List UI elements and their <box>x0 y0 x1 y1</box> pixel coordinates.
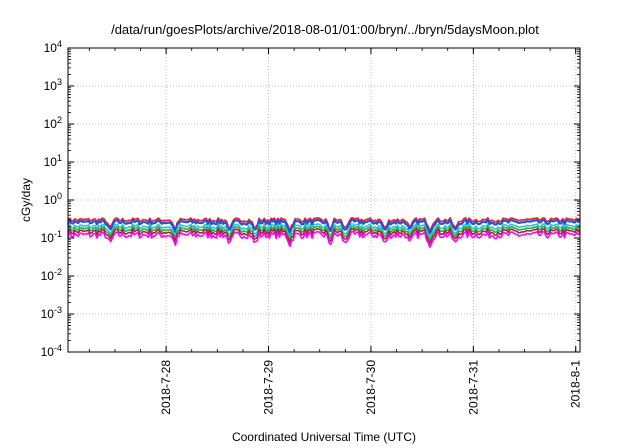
x-axis: 2018-7-28 2018-7-29 2018-7-30 2018-7-31 2018… <box>88 48 583 415</box>
y-tick-label: 10-1 <box>41 229 62 245</box>
series-line <box>67 230 581 248</box>
x-tick-label: 2018-7-30 <box>364 360 378 415</box>
x-tick-label: 2018-7-31 <box>466 360 480 415</box>
y-tick-label: 102 <box>44 115 62 131</box>
y-axis: 10-4 10-3 10-2 10-1 100 101 102 103 104 <box>41 39 580 359</box>
grid <box>68 48 580 352</box>
y-tick-label: 103 <box>44 77 62 93</box>
chart-title: /data/run/goesPlots/archive/2018-08-01/0… <box>111 22 539 37</box>
x-tick-label: 2018-7-28 <box>159 360 173 415</box>
series-line <box>67 225 581 242</box>
y-axis-label: cGy/day <box>19 178 33 222</box>
x-axis-label: Coordinated Universal Time (UTC) <box>232 430 416 444</box>
x-tick-label: 2018-7-29 <box>262 360 276 415</box>
y-tick-label: 101 <box>44 153 62 169</box>
y-tick-label: 100 <box>44 191 62 207</box>
series-line <box>67 217 581 232</box>
y-tick-label: 10-4 <box>41 343 62 359</box>
series-line <box>67 223 581 239</box>
series-line <box>67 227 581 245</box>
y-tick-label: 104 <box>44 39 62 55</box>
y-tick-label: 10-2 <box>41 267 62 283</box>
series-group <box>66 217 581 248</box>
series-line <box>66 218 581 235</box>
y-tick-label: 10-3 <box>41 305 62 321</box>
x-tick-label: 2018-8-1 <box>569 360 583 408</box>
